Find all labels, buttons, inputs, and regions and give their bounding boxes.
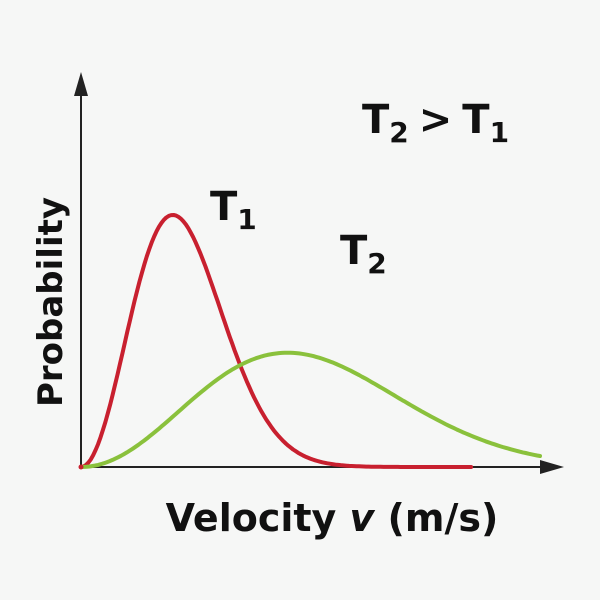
series-label-t1-main: T [210,184,238,230]
series-label-t1: T1 [210,184,257,236]
comparison-right-sub: 1 [490,116,509,149]
x-axis-label-unit: (m/s) [374,496,498,540]
comparison-left-sub: 2 [389,116,408,149]
series-line-t1 [79,213,474,469]
temperature-comparison: T2 > T1 [362,97,509,149]
comparison-left: T [362,97,390,143]
series-label-t2: T2 [340,228,387,280]
x-axis-label-variable: v [350,496,376,540]
comparison-operator: > [419,97,453,143]
series-label-t2-main: T [340,228,368,274]
comparison-right: T [462,97,490,143]
series-line-t2 [79,350,542,469]
series-label-t1-sub: 1 [237,203,256,236]
x-axis-label-prefix: Velocity [166,496,350,540]
origin-dot [78,464,84,470]
x-axis-label: Velocity v (m/s) [166,496,499,540]
y-axis-label: Probability [31,197,71,407]
series-layer [79,213,542,469]
series-label-t2-sub: 2 [367,247,386,280]
x-axis-arrow-icon [540,460,564,474]
y-axis-arrow-icon [74,72,88,96]
